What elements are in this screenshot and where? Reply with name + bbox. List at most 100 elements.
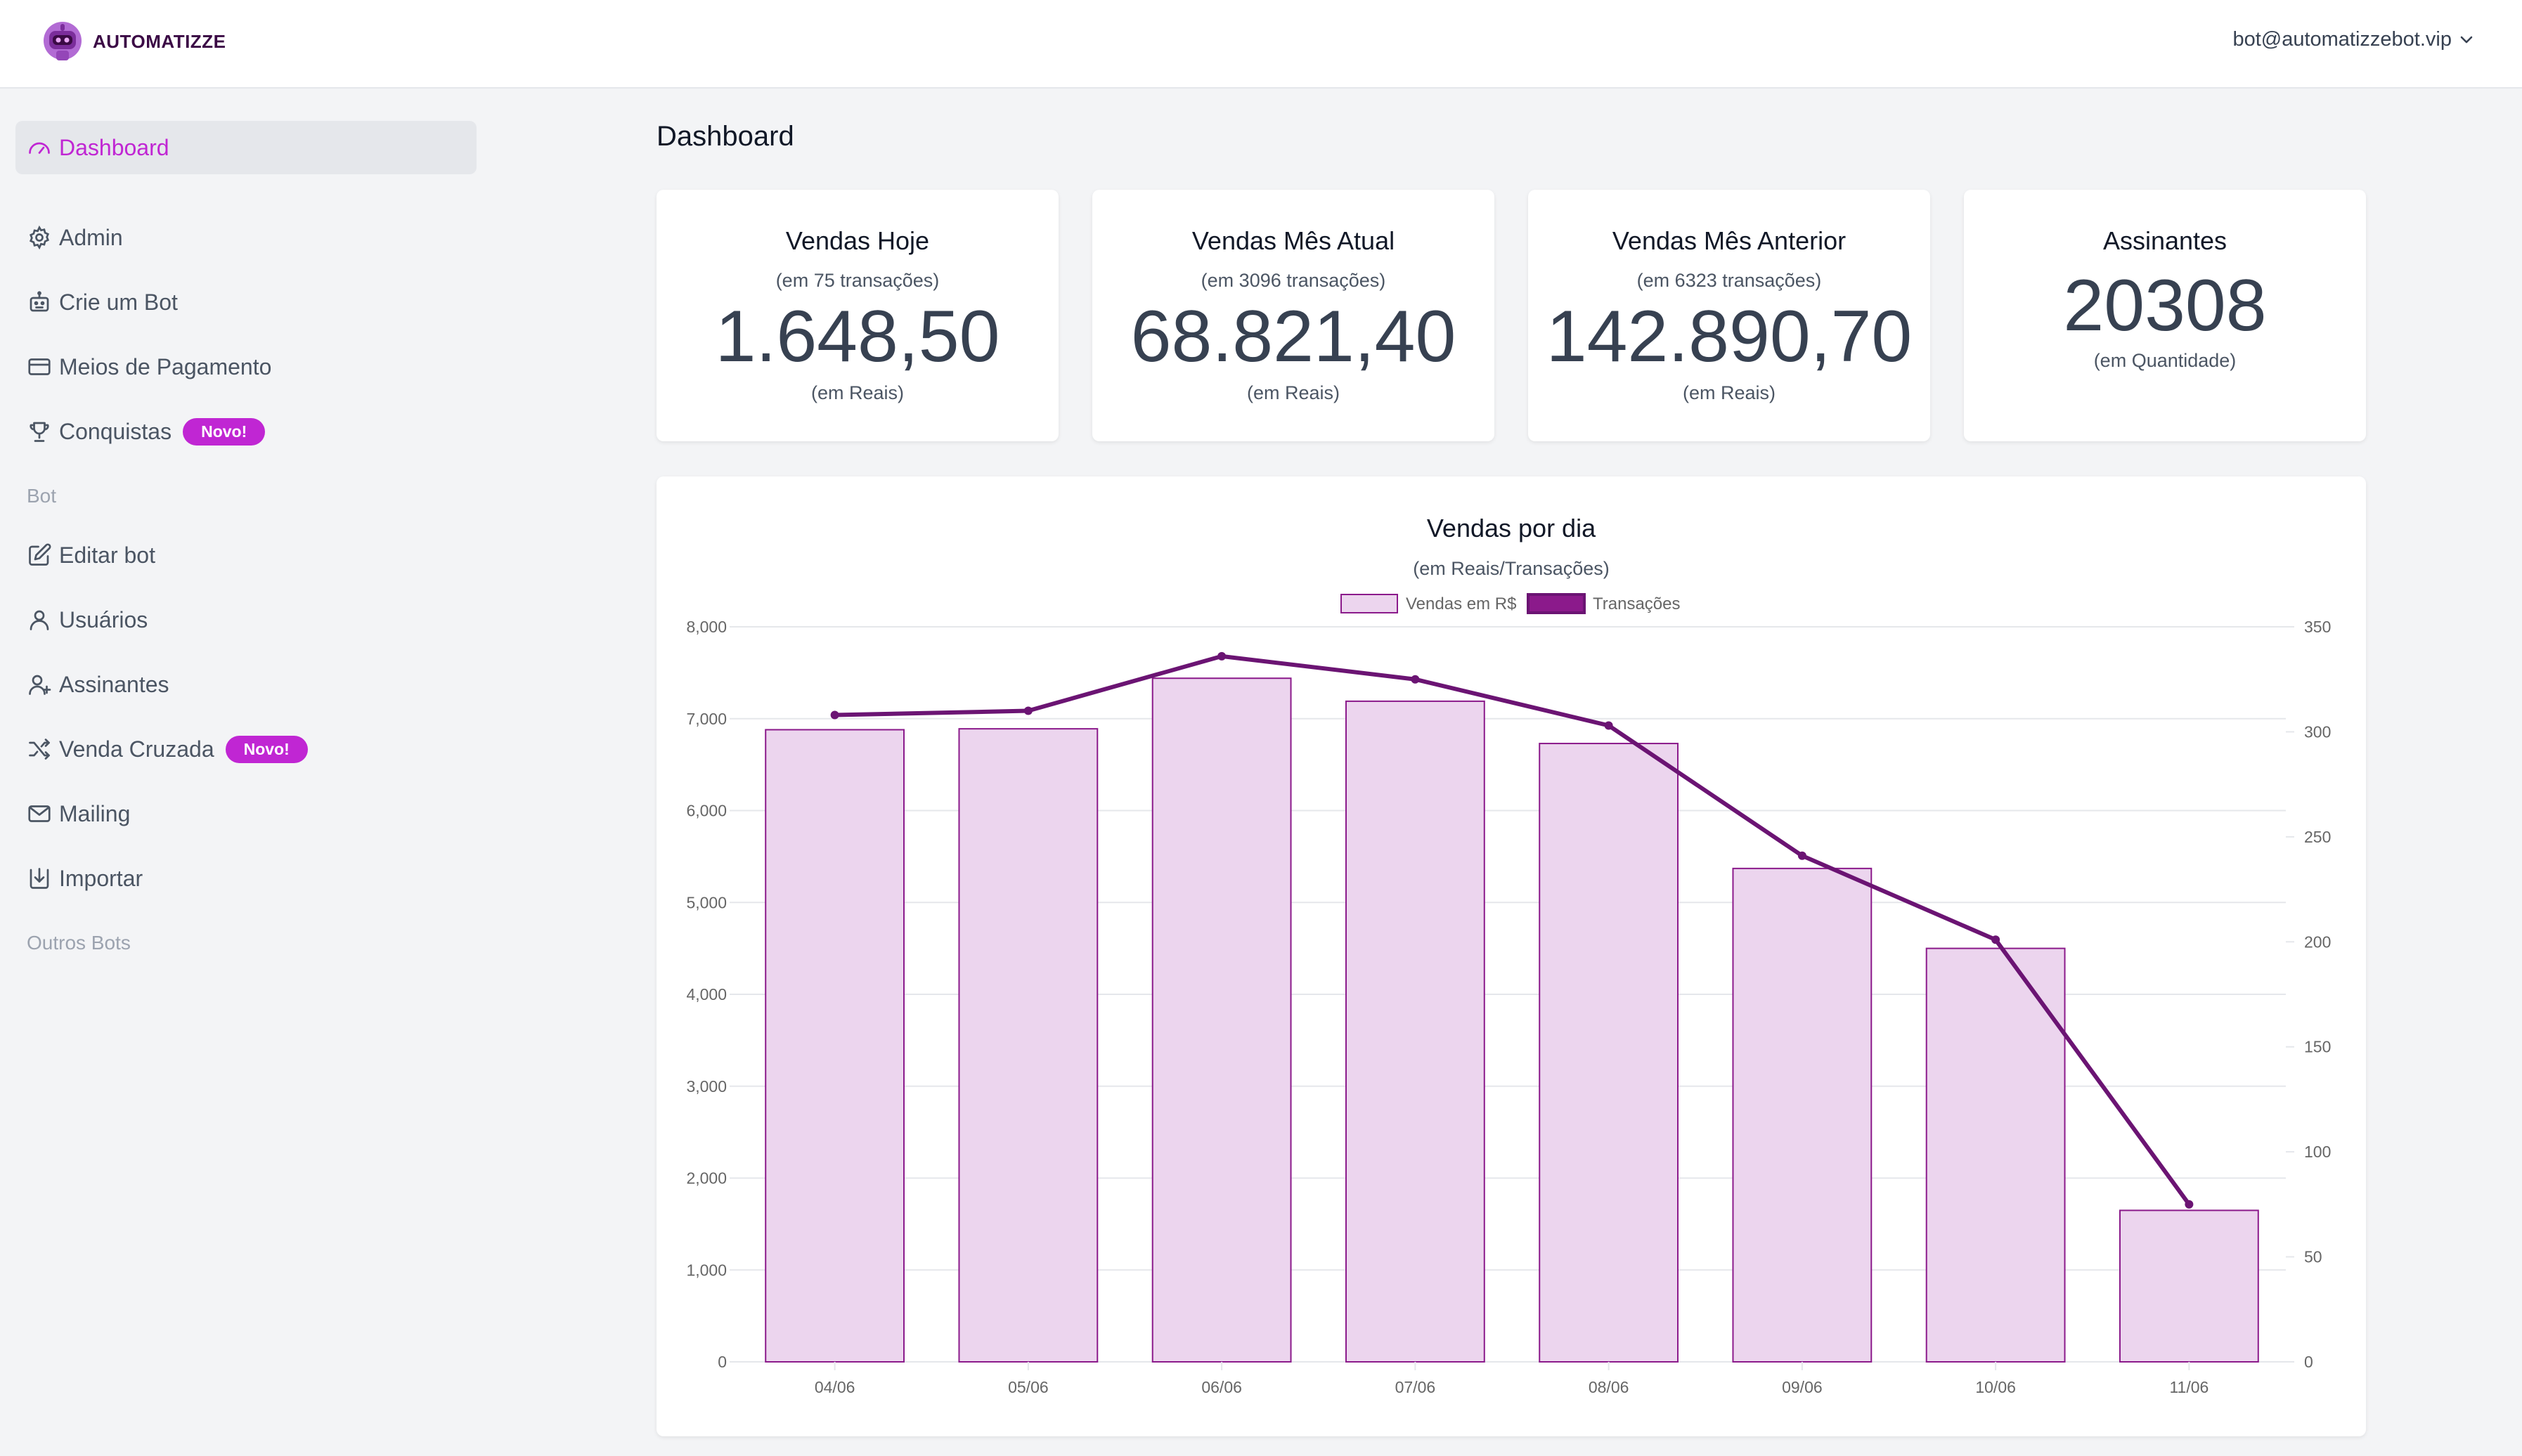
- card-value: 20308: [2063, 265, 2267, 346]
- sidebar-item-label: Venda Cruzada: [59, 736, 214, 762]
- sidebar-item-assinantes[interactable]: Assinantes: [15, 658, 477, 711]
- x-tick-label: 04/06: [815, 1378, 855, 1396]
- y-right-tick-label: 200: [2304, 932, 2331, 951]
- card-unit: (em Reais): [1246, 382, 1340, 403]
- bar: [1732, 867, 1873, 1363]
- y-left-tick-label: 5,000: [686, 893, 727, 911]
- x-tick-label: 09/06: [1782, 1378, 1823, 1396]
- y-right-tick-label: 100: [2304, 1143, 2331, 1161]
- user-email: bot@automatizzebot.vip: [2232, 28, 2452, 51]
- sidebar-item-label: Crie um Bot: [59, 289, 178, 315]
- section-label-bot: Bot: [27, 485, 57, 507]
- bar: [1539, 743, 1679, 1363]
- bar: [1925, 947, 2066, 1363]
- y-right-tick-label: 300: [2304, 722, 2331, 741]
- sidebar-item-label: Meios de Pagamento: [59, 353, 272, 379]
- bar: [1151, 677, 1292, 1363]
- line-point: [1411, 675, 1420, 684]
- card-unit: (em Reais): [810, 382, 905, 403]
- stat-card-vendas-mes-atual: Vendas Mês Atual (em 3096 transações) 68…: [1092, 190, 1494, 441]
- sales-chart-card: Vendas por dia (em Reais/Transações) Ven…: [657, 476, 2366, 1436]
- sidebar-item-dashboard[interactable]: Dashboard: [15, 121, 477, 174]
- sidebar-item-meios-de-pagamento[interactable]: Meios de Pagamento: [15, 340, 477, 394]
- sidebar-item-crie-um-bot[interactable]: Crie um Bot: [15, 275, 477, 329]
- sidebar-item-label: Dashboard: [59, 134, 169, 160]
- sidebar-item-venda-cruzada[interactable]: Venda Cruzada Novo!: [15, 722, 477, 776]
- stat-card-vendas-hoje: Vendas Hoje (em 75 transações) 1.648,50 …: [657, 190, 1059, 441]
- sidebar-item-importar[interactable]: Importar: [15, 852, 477, 905]
- chart-title: Vendas por dia: [1427, 514, 1596, 542]
- brand-logo[interactable]: AUTOMATIZZE: [39, 20, 226, 63]
- page-title: Dashboard: [657, 121, 794, 152]
- sidebar-item-label: Assinantes: [59, 671, 169, 697]
- sidebar-item-label: Importar: [59, 865, 143, 891]
- x-tick-label: 10/06: [1975, 1378, 2016, 1396]
- chart-subtitle: (em Reais/Transações): [1413, 558, 1610, 579]
- bar: [958, 728, 1099, 1363]
- user-icon: [30, 610, 49, 630]
- sidebar-item-editar-bot[interactable]: Editar bot: [15, 528, 477, 582]
- y-left-tick-label: 8,000: [686, 618, 727, 636]
- y-right-tick-label: 150: [2304, 1038, 2331, 1056]
- card-title: Assinantes: [2102, 226, 2227, 255]
- card-value: 142.890,70: [1546, 296, 1913, 377]
- line-point: [830, 710, 839, 720]
- chevron-down-icon: [2460, 36, 2473, 43]
- robot-icon: [30, 291, 49, 312]
- legend-swatch-transactions: [1527, 593, 1586, 614]
- user-menu[interactable]: bot@automatizzebot.vip: [2232, 28, 2473, 51]
- card-unit: (em Quantidade): [2093, 350, 2237, 371]
- new-badge: Novo!: [183, 417, 266, 446]
- y-left-tick-label: 6,000: [686, 802, 727, 820]
- x-tick-label: 05/06: [1008, 1378, 1049, 1396]
- brand-name: AUTOMATIZZE: [93, 30, 226, 52]
- chart-bars: [765, 677, 2259, 1363]
- y-right-tick-label: 250: [2304, 828, 2331, 846]
- x-tick-label: 07/06: [1395, 1378, 1436, 1396]
- x-tick-label: 06/06: [1201, 1378, 1242, 1396]
- y-left-tick-label: 0: [718, 1353, 727, 1371]
- shuffle-icon: [29, 739, 50, 760]
- bar: [765, 729, 905, 1363]
- sidebar-item-label: Usuários: [59, 606, 148, 632]
- bar: [1345, 700, 1485, 1363]
- stat-card-assinantes: Assinantes 20308 (em Quantidade): [1964, 190, 2366, 441]
- sidebar-item-mailing[interactable]: Mailing: [15, 787, 477, 840]
- line-point: [1797, 851, 1806, 860]
- card-subtitle: (em 75 transações): [775, 270, 940, 291]
- x-tick-label: 11/06: [2169, 1378, 2209, 1396]
- chart-axes: 0 1,000 2,000 3,000 4,000 5,000 6,000 7,000 8,00…: [686, 618, 2331, 1396]
- y-left-tick-label: 4,000: [686, 985, 727, 1003]
- user-plus-icon: [29, 675, 51, 695]
- mail-icon: [28, 805, 51, 822]
- edit-icon: [29, 543, 51, 566]
- chart-legend: Vendas em R$ Transações: [1340, 593, 1681, 614]
- gauge-icon: [29, 142, 50, 154]
- line-point: [2185, 1200, 2194, 1209]
- card-unit: (em Reais): [1682, 382, 1776, 403]
- transactions-line: [834, 654, 2191, 1206]
- new-badge: Novo!: [225, 735, 308, 763]
- sidebar-item-conquistas[interactable]: Conquistas Novo!: [15, 405, 477, 458]
- sidebar-item-label: Editar bot: [59, 542, 155, 568]
- gear-icon: [29, 225, 50, 250]
- sidebar-item-label: Conquistas: [59, 418, 172, 444]
- card-title: Vendas Hoje: [785, 226, 930, 255]
- y-right-tick-label: 50: [2304, 1248, 2322, 1266]
- card-subtitle: (em 6323 transações): [1636, 270, 1822, 291]
- legend-label-transactions: Transações: [1593, 594, 1681, 613]
- import-icon: [30, 868, 49, 889]
- credit-card-icon: [28, 358, 51, 375]
- y-left-tick-label: 7,000: [686, 710, 727, 728]
- card-title: Vendas Mês Anterior: [1612, 226, 1847, 255]
- y-right-tick-label: 0: [2304, 1353, 2313, 1371]
- top-bar: AUTOMATIZZE bot@automatizzebot.vip: [0, 0, 2522, 89]
- card-title: Vendas Mês Atual: [1191, 226, 1395, 255]
- card-value: 68.821,40: [1130, 296, 1456, 377]
- legend-label-sales: Vendas em R$: [1406, 594, 1516, 613]
- sidebar-item-label: Admin: [59, 224, 123, 250]
- sidebar-item-usuarios[interactable]: Usuários: [15, 593, 477, 646]
- robot-logo-icon: [44, 22, 82, 60]
- legend-swatch-sales: [1340, 594, 1398, 613]
- sidebar-item-admin[interactable]: Admin: [15, 211, 477, 264]
